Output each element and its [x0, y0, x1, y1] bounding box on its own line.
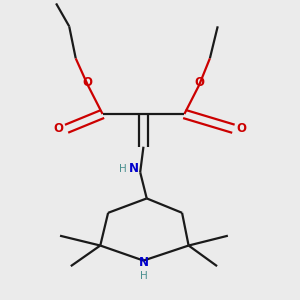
Text: O: O — [194, 76, 204, 89]
Text: O: O — [83, 76, 93, 89]
Text: H: H — [140, 271, 147, 281]
Text: O: O — [53, 122, 63, 135]
Text: O: O — [237, 122, 247, 135]
Text: N: N — [129, 163, 139, 176]
Text: N: N — [139, 256, 148, 269]
Text: H: H — [119, 164, 127, 174]
